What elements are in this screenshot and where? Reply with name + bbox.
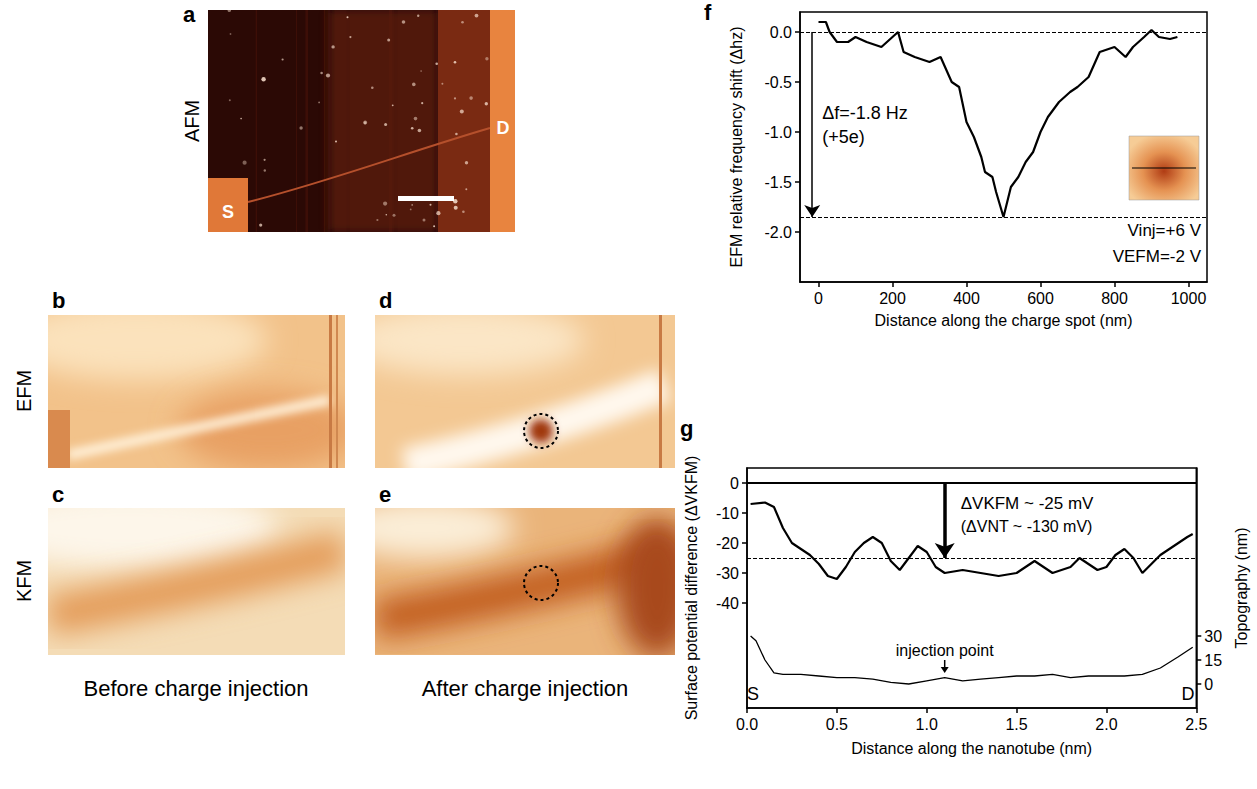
html-text:After charge injection: After charge injection bbox=[421, 676, 629, 701]
svg-text:0.0: 0.0 bbox=[736, 716, 758, 733]
svg-text:injection point: injection point bbox=[896, 642, 994, 659]
html-text:KFM: KFM bbox=[13, 559, 35, 603]
svg-text:-1.0: -1.0 bbox=[764, 124, 792, 141]
svg-text:1000: 1000 bbox=[1171, 290, 1207, 307]
html-text:EFM: EFM bbox=[13, 369, 35, 413]
svg-text:-40: -40 bbox=[716, 595, 739, 612]
svg-text:Surface potential difference (: Surface potential difference (ΔVKFM) bbox=[683, 456, 700, 721]
svg-text:-10: -10 bbox=[716, 505, 739, 522]
html-text:e: e bbox=[379, 482, 392, 507]
svg-text:2.0: 2.0 bbox=[1095, 716, 1117, 733]
svg-text:D: D bbox=[497, 118, 510, 138]
html-text:d: d bbox=[379, 288, 393, 313]
html-text:a: a bbox=[183, 2, 196, 27]
svg-text:Vinj=+6 V: Vinj=+6 V bbox=[1128, 221, 1202, 240]
svg-text:400: 400 bbox=[953, 290, 980, 307]
svg-text:800: 800 bbox=[1101, 290, 1128, 307]
svg-text:0: 0 bbox=[1204, 676, 1213, 693]
svg-text:(+5e): (+5e) bbox=[822, 127, 865, 147]
svg-text:Distance along the charge spot: Distance along the charge spot (nm) bbox=[875, 312, 1133, 329]
svg-text:30: 30 bbox=[1204, 628, 1222, 645]
svg-text:0: 0 bbox=[730, 475, 739, 492]
svg-text:-2.0: -2.0 bbox=[764, 224, 792, 241]
svg-text:Topography (nm): Topography (nm) bbox=[1233, 528, 1250, 649]
svg-text:0: 0 bbox=[814, 290, 823, 307]
svg-text:600: 600 bbox=[1027, 290, 1054, 307]
svg-text:Δf=-1.8 Hz: Δf=-1.8 Hz bbox=[822, 103, 908, 123]
svg-text:15: 15 bbox=[1204, 652, 1222, 669]
html-text:AFM: AFM bbox=[181, 99, 203, 143]
svg-text:VEFM=-2 V: VEFM=-2 V bbox=[1113, 247, 1202, 266]
svg-text:S: S bbox=[747, 684, 759, 704]
svg-text:-0.5: -0.5 bbox=[764, 74, 792, 91]
svg-text:-1.5: -1.5 bbox=[764, 174, 792, 191]
svg-text:Distance along the nanotube (n: Distance along the nanotube (nm) bbox=[851, 740, 1092, 757]
html-text:b: b bbox=[52, 288, 66, 313]
svg-text:2.5: 2.5 bbox=[1185, 716, 1207, 733]
svg-text:-30: -30 bbox=[716, 565, 739, 582]
svg-text:0.0: 0.0 bbox=[770, 24, 792, 41]
svg-text:1.0: 1.0 bbox=[916, 716, 938, 733]
svg-text:1.5: 1.5 bbox=[1005, 716, 1027, 733]
svg-text:ΔVKFM ~ -25 mV: ΔVKFM ~ -25 mV bbox=[961, 494, 1094, 513]
html-text:g: g bbox=[680, 416, 694, 441]
svg-text:S: S bbox=[222, 202, 234, 222]
svg-text:EFM relative frequency shift (: EFM relative frequency shift (Δhz) bbox=[728, 27, 745, 268]
svg-text:200: 200 bbox=[879, 290, 906, 307]
svg-text:D: D bbox=[1182, 684, 1195, 704]
svg-text:0.5: 0.5 bbox=[826, 716, 848, 733]
html-text:c: c bbox=[52, 482, 65, 507]
html-text:Before charge injection: Before charge injection bbox=[83, 676, 309, 701]
svg-text:-20: -20 bbox=[716, 535, 739, 552]
html-text:f: f bbox=[704, 0, 712, 25]
svg-text:(ΔVNT ~ -130 mV): (ΔVNT ~ -130 mV) bbox=[961, 518, 1093, 535]
